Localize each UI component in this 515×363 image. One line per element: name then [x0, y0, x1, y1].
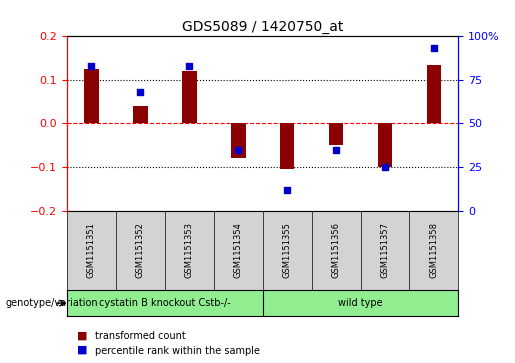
Text: GSM1151354: GSM1151354 [234, 223, 243, 278]
Text: ■: ■ [77, 345, 88, 355]
Text: GSM1151356: GSM1151356 [332, 223, 340, 278]
Point [185, 63, 194, 69]
Bar [231, 123, 246, 158]
Bar [133, 106, 148, 123]
Point [430, 46, 438, 52]
Text: GSM1151351: GSM1151351 [87, 223, 96, 278]
Point [88, 63, 96, 69]
Text: GSM1151358: GSM1151358 [430, 223, 438, 278]
Text: GSM1151357: GSM1151357 [381, 223, 389, 278]
Text: ■: ■ [77, 330, 88, 340]
Text: wild type: wild type [338, 298, 383, 308]
Bar [182, 71, 197, 123]
Bar [426, 65, 441, 123]
Point [332, 147, 340, 152]
Bar [84, 69, 99, 123]
Bar [280, 123, 295, 169]
Point [136, 89, 144, 95]
Bar [377, 123, 392, 167]
Text: cystatin B knockout Cstb-/-: cystatin B knockout Cstb-/- [99, 298, 231, 308]
Text: GSM1151353: GSM1151353 [185, 223, 194, 278]
Text: percentile rank within the sample: percentile rank within the sample [95, 346, 260, 356]
Point [283, 187, 291, 192]
Point [381, 164, 389, 170]
Title: GDS5089 / 1420750_at: GDS5089 / 1420750_at [182, 20, 344, 34]
Point [234, 147, 242, 152]
Text: GSM1151352: GSM1151352 [136, 223, 145, 278]
Text: transformed count: transformed count [95, 331, 186, 341]
Text: GSM1151355: GSM1151355 [283, 223, 291, 278]
Bar [329, 123, 344, 145]
Text: genotype/variation: genotype/variation [5, 298, 98, 308]
